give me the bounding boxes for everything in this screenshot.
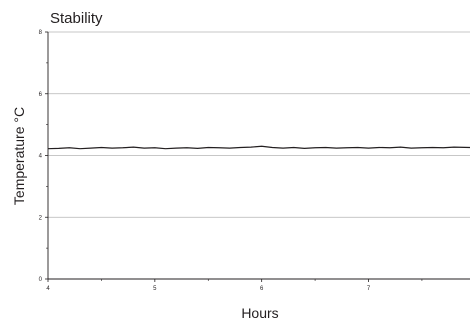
y-tick-label-8: 8 [39,30,43,36]
x-tick-label-5: 5 [153,286,157,292]
grid-lines [48,31,470,218]
x-axis-ticks: 4 5 6 7 [46,279,423,292]
y-tick-label-4: 4 [39,154,43,160]
chart-title: Stability [50,10,103,27]
series-group [47,145,471,150]
series-line-0 [47,145,471,150]
x-tick-label-7: 7 [367,286,371,292]
x-axis-label: Hours [241,305,278,321]
x-tick-label-4: 4 [46,286,50,292]
x-tick-label-6: 6 [260,286,264,292]
y-axis-label: Temperature °C [11,107,27,205]
y-tick-label-6: 6 [39,92,43,98]
y-tick-label-2: 2 [39,215,43,221]
y-axis-ticks: 0 2 4 6 8 [39,30,48,283]
y-tick-label-0: 0 [39,277,43,283]
